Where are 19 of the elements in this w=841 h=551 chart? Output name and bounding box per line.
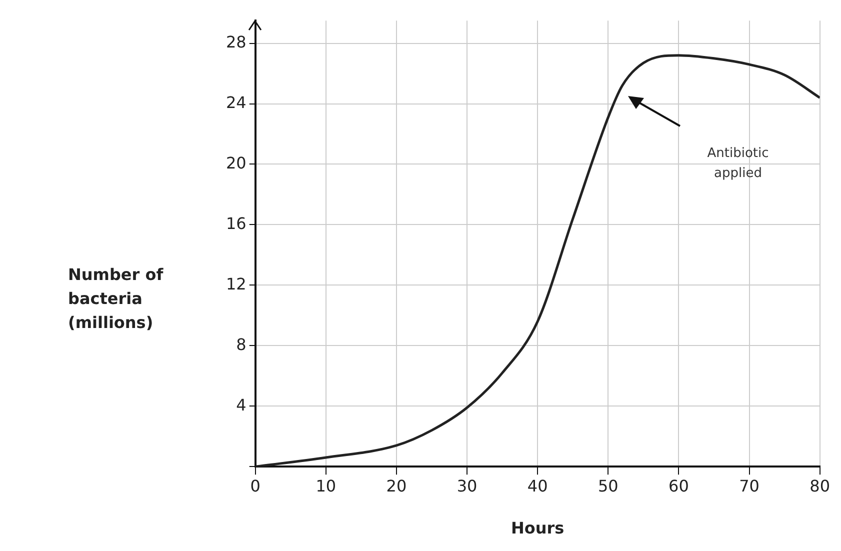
y-tick-label: 28: [226, 32, 246, 52]
y-tick-label: 8: [236, 334, 246, 354]
y-axis-title: Number of bacteria (millions): [68, 264, 164, 334]
x-tick-label: 30: [456, 476, 478, 496]
x-tick-label: 40: [527, 476, 548, 496]
y-tick-label: 20: [226, 153, 246, 172]
x-tick-label: 70: [739, 476, 760, 496]
x-tick-label: 80: [810, 476, 830, 496]
x-tick-label: 60: [668, 476, 689, 496]
x-tick-label: 50: [598, 476, 618, 496]
y-tick-label: 12: [226, 274, 246, 294]
x-tick-label: 10: [316, 476, 336, 496]
y-tick-label: 4: [236, 395, 246, 414]
x-tick-label: 20: [386, 476, 407, 496]
y-tick-label: 24: [226, 92, 246, 112]
x-tick-label: 0: [250, 476, 260, 496]
y-tick-label: 16: [226, 214, 246, 233]
x-axis-title: Hours: [510, 518, 564, 538]
annotation: Antibiotic applied: [706, 145, 770, 183]
